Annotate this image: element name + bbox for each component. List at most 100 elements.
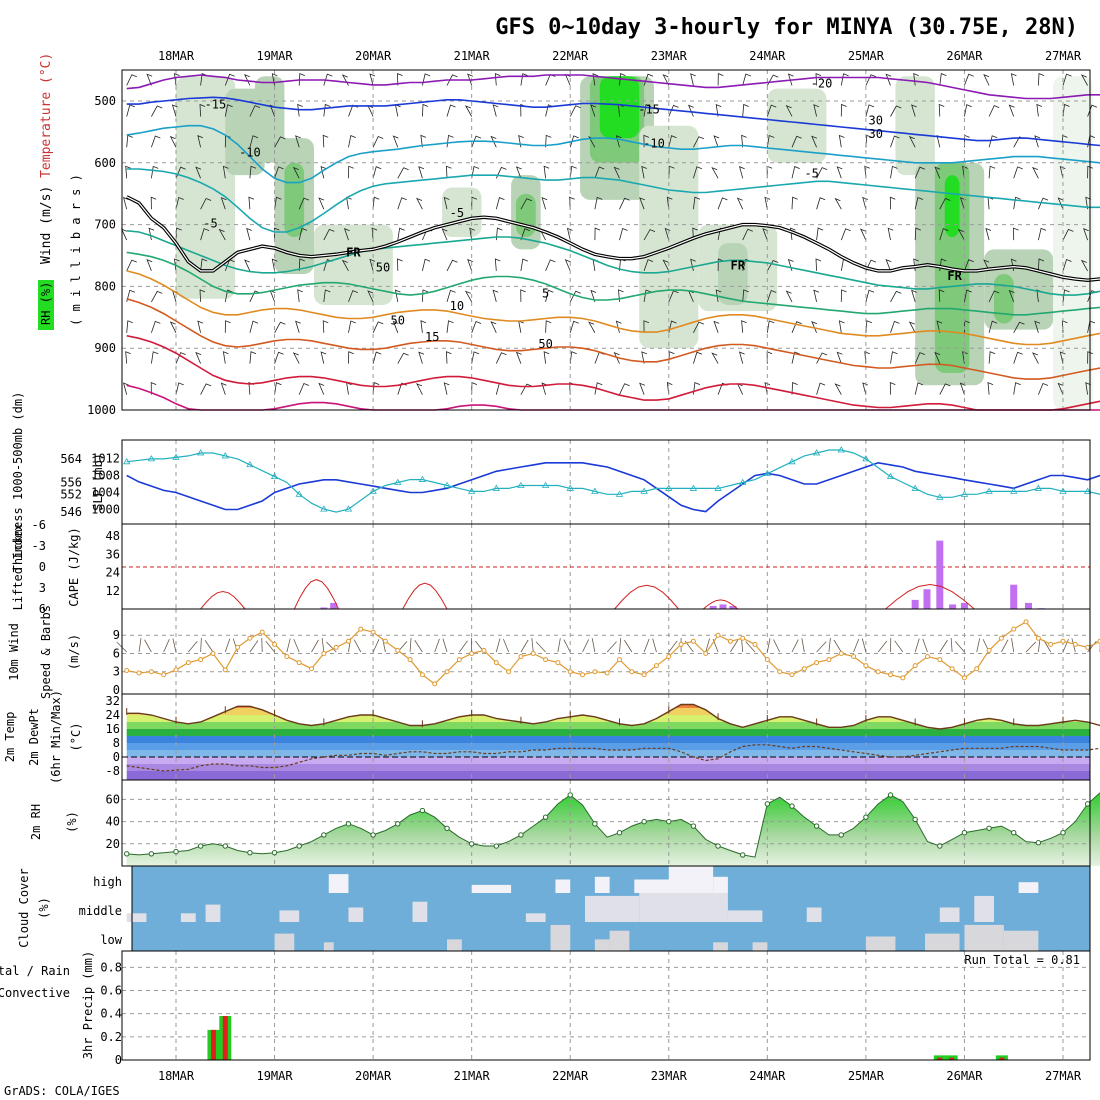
cape-bar [949, 604, 957, 609]
wind-barb [320, 351, 327, 364]
cape-bar [936, 540, 944, 609]
cloud-block [639, 893, 728, 922]
wind-barb [416, 197, 423, 210]
pressure-tick-label: 700 [94, 218, 116, 232]
wind-barb [894, 640, 904, 653]
wind-barb [957, 228, 965, 241]
wind-barb [171, 104, 178, 117]
thickness-marker [665, 484, 673, 491]
thickness-marker [911, 484, 919, 491]
wind-barb [790, 227, 796, 241]
wind-barb [443, 382, 450, 395]
wind-barb [372, 196, 380, 210]
temp-bands [126, 704, 1090, 780]
wind-barb [224, 638, 231, 653]
lifted-index-curve [293, 579, 340, 610]
wind-barb [446, 74, 458, 86]
wind-barb [422, 258, 431, 271]
li-tick-label: 3 [39, 581, 46, 595]
wind-barb [615, 320, 622, 333]
wind-barb [321, 638, 325, 653]
thickness-marker [344, 505, 353, 512]
cloud-block [974, 895, 995, 922]
wind-barb [590, 104, 597, 117]
top-date-label: 19MAR [256, 49, 293, 63]
wind-speed-marker [617, 657, 622, 663]
wind-barb [220, 197, 227, 210]
wind-barb [244, 259, 251, 272]
thickness-marker [541, 481, 550, 488]
wind-barb [322, 134, 329, 148]
wind-barb [773, 639, 781, 653]
wind-barb [420, 320, 427, 333]
wind-barb [188, 641, 198, 653]
wind-barb [1087, 165, 1093, 179]
cloud-block [205, 904, 221, 922]
wind-barb [397, 73, 403, 86]
cloud-block [447, 939, 462, 951]
cloud-block [323, 942, 334, 951]
wind-barb [988, 105, 1000, 117]
wind-barb [249, 640, 259, 653]
temp-tick-label: 32 [106, 694, 120, 708]
wind-barb [816, 227, 824, 241]
wind-barb [983, 259, 990, 272]
wind-speed-marker [678, 641, 684, 647]
wind-barb [813, 289, 820, 302]
wind-barb [520, 198, 532, 210]
wind-speed-marker [604, 670, 610, 676]
rh-legend-label: RH (%) [39, 282, 53, 325]
wind-barb [816, 382, 826, 395]
bottom-date-label: 19MAR [256, 1069, 293, 1083]
wind-barb [811, 320, 818, 333]
thickness-marker [689, 484, 698, 491]
wind-barb [1087, 640, 1097, 653]
wind-barb [1087, 104, 1098, 117]
rh-tick-label: 20 [106, 837, 120, 851]
wind-barb [323, 289, 331, 302]
wind-barb [224, 320, 231, 333]
wind-barb [828, 638, 831, 653]
wind-speed-marker [247, 635, 253, 641]
rh-legend-swatch [38, 280, 54, 330]
top-date-label: 26MAR [946, 49, 983, 63]
rh-marker [173, 848, 179, 855]
wind-speed-marker [801, 666, 807, 672]
wind-barb [615, 135, 622, 148]
wind-axis-label: 10m Wind [7, 623, 21, 681]
cape-tick-label: 24 [106, 566, 120, 580]
cloud-block [594, 876, 610, 893]
wind-barb [348, 351, 354, 364]
temperature-contour [126, 270, 1100, 346]
rh-axis-label: 2m RH [29, 804, 43, 840]
top-date-label: 18MAR [158, 49, 195, 63]
lifted-index-curve [200, 590, 246, 610]
precip-tick-label: 0.6 [100, 984, 122, 998]
wind-speed-marker [198, 657, 204, 663]
rh-marker [148, 851, 155, 857]
wind-speed-marker [1023, 619, 1029, 625]
wind-barb [490, 321, 497, 333]
wind-barb [172, 638, 177, 653]
wind-barb [811, 135, 818, 148]
wind-barb [1013, 382, 1021, 395]
cape-bar [960, 602, 968, 609]
wind-barb [643, 229, 656, 241]
temperature-contour [126, 230, 1100, 296]
wind-barb [594, 196, 603, 210]
wind-barb [520, 228, 531, 241]
temp-band [126, 736, 1090, 743]
wind-barb [123, 382, 129, 395]
dewpt-axis-label: 2m DewPt [27, 708, 41, 766]
wind-speed-marker [124, 668, 130, 674]
wind-barb [200, 197, 212, 210]
wind-barb [1062, 258, 1072, 272]
wind-barb [613, 352, 620, 364]
wind-barb [459, 640, 468, 653]
precip-convective-bar [937, 1057, 943, 1060]
wind-barb [569, 105, 581, 117]
wind-speed-marker [481, 647, 487, 653]
wind-tick-label: 6 [113, 646, 120, 660]
rh-marker [321, 832, 327, 838]
